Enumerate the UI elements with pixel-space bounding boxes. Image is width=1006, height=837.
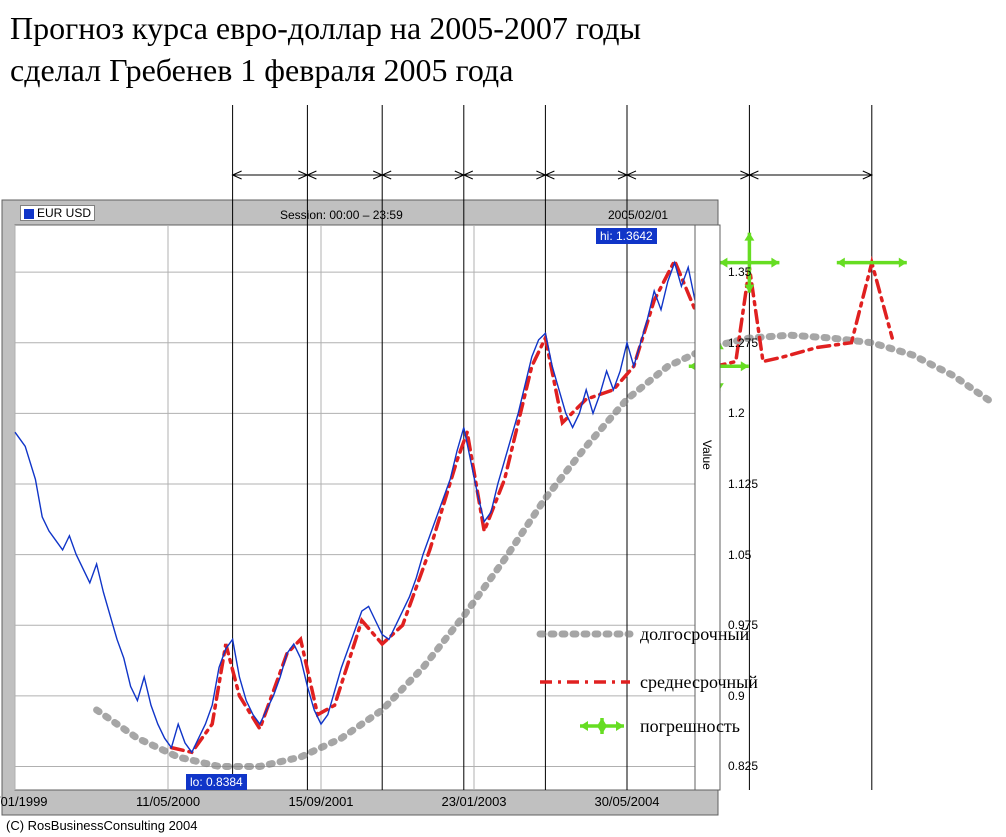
session-text: Session: 00:00 – 23:59	[280, 208, 403, 222]
y-tick: 1.275	[728, 336, 758, 350]
hi-label: hi: 1.3642	[596, 228, 657, 244]
y-tick: 1.05	[728, 548, 751, 562]
x-tick: 04/01/1999	[0, 794, 48, 809]
y-axis-label: Value	[700, 440, 714, 470]
y-tick: 1.2	[728, 406, 745, 420]
y-tick: 1.35	[728, 265, 751, 279]
y-tick: 0.9	[728, 689, 745, 703]
x-tick: 11/05/2000	[136, 794, 200, 809]
instrument-chip: EUR USD	[20, 205, 95, 221]
y-tick: 1.125	[728, 477, 758, 491]
lo-label: lo: 0.8384	[186, 774, 247, 790]
legend-error: погрешность	[640, 716, 740, 737]
instrument-text: EUR USD	[37, 206, 91, 220]
x-tick: 23/01/2003	[441, 794, 506, 809]
x-tick: 15/09/2001	[288, 794, 353, 809]
y-tick: 0.975	[728, 618, 758, 632]
chart-svg	[0, 0, 1006, 837]
copyright: (C) RosBusinessConsulting 2004	[6, 818, 197, 833]
x-tick: 30/05/2004	[594, 794, 659, 809]
date-text: 2005/02/01	[608, 208, 668, 222]
y-tick: 0.825	[728, 759, 758, 773]
